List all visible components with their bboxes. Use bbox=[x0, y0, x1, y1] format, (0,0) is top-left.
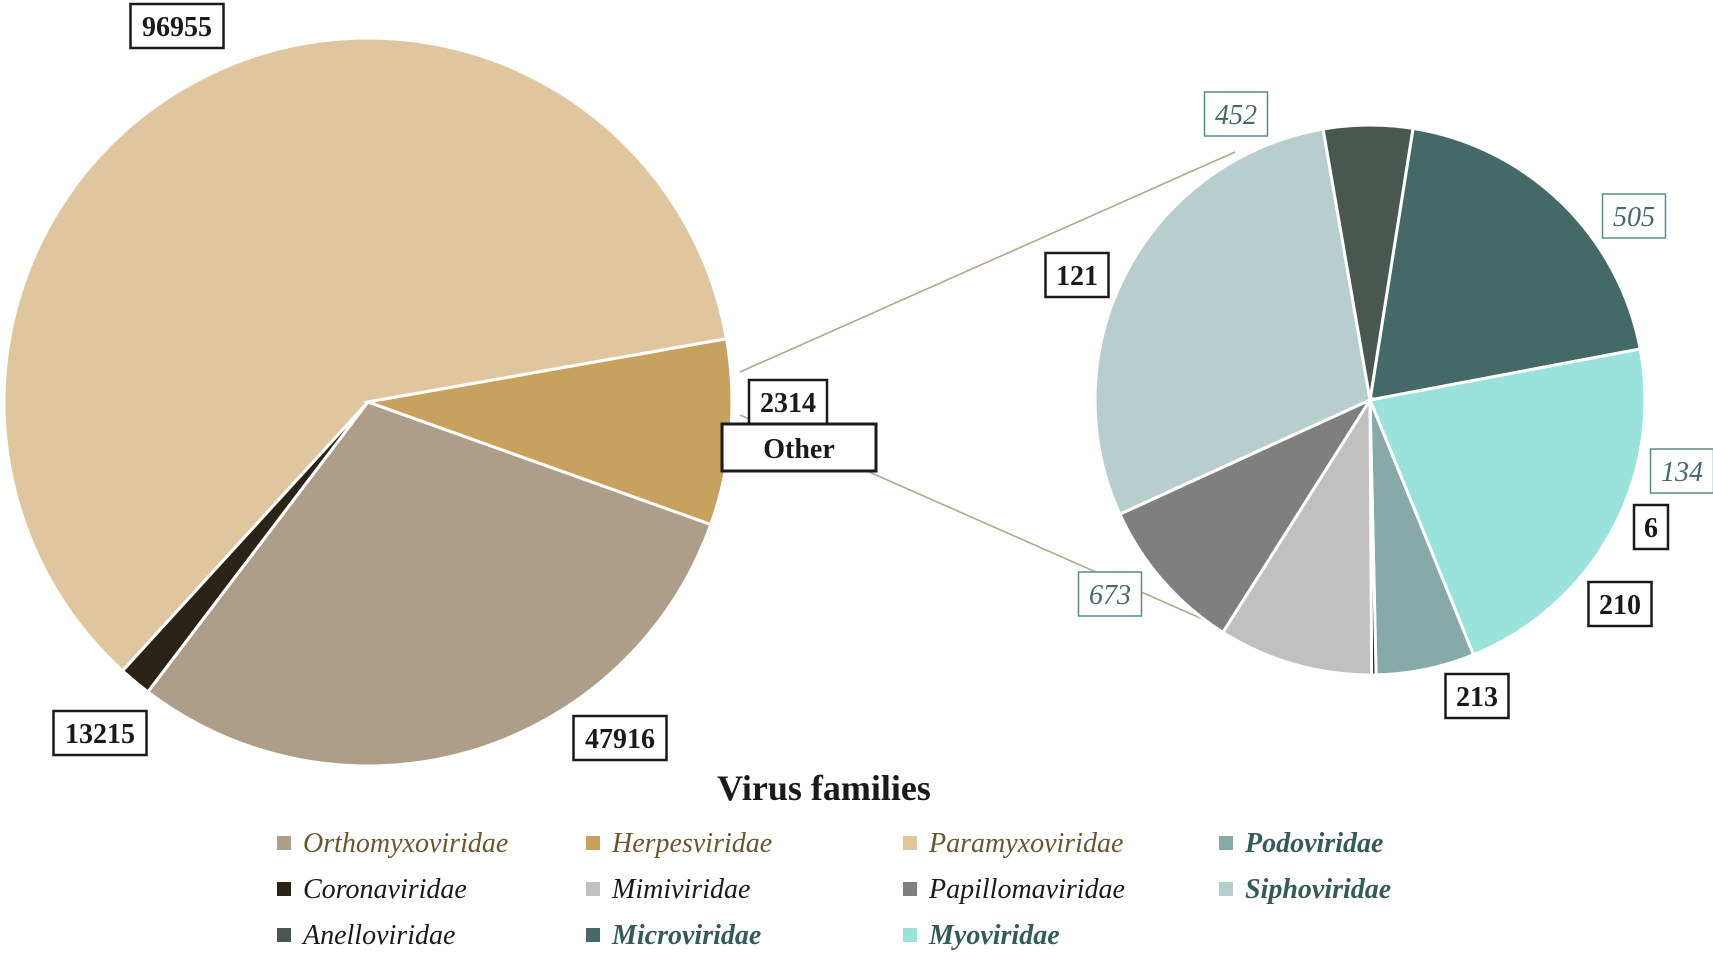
legend-label: Orthomyxoviridae bbox=[303, 828, 508, 859]
other-label-siphoviridae: 673 bbox=[1077, 571, 1143, 617]
legend-label: Papillomaviridae bbox=[928, 874, 1125, 905]
main-pie-slice-orthomyxoviridae bbox=[145, 400, 713, 768]
main-label-coronaviridae: 2314 bbox=[747, 378, 829, 426]
other-label-coronaviridae-text: 6 bbox=[1644, 513, 1658, 544]
other-label-myoviridae-text: 505 bbox=[1613, 202, 1655, 233]
legend-item-papillomaviridae: Papillomaviridae bbox=[903, 874, 1125, 905]
legend-swatch bbox=[586, 928, 600, 942]
legend-item-paramyxoviridae: Paramyxoviridae bbox=[903, 828, 1123, 859]
legend-label: Anelloviridae bbox=[301, 920, 455, 951]
legend-item-herpesviridae: Herpesviridae bbox=[586, 828, 772, 859]
main-label-orthomyxoviridae-text: 47916 bbox=[585, 724, 655, 755]
other-label-coronaviridae-box bbox=[1632, 503, 1670, 551]
other-pie-slice-siphoviridae bbox=[1093, 127, 1372, 517]
legend-swatch bbox=[586, 836, 600, 850]
legend-item-coronaviridae: Coronaviridae bbox=[277, 874, 467, 905]
other-label-coronaviridae: 6 bbox=[1632, 503, 1670, 551]
legend-swatch bbox=[277, 836, 291, 850]
legend-swatch bbox=[903, 928, 917, 942]
legend-label: Herpesviridae bbox=[611, 828, 772, 859]
other-label-microviridae-text: 452 bbox=[1215, 100, 1257, 131]
other-label-mimiviridae: 210 bbox=[1587, 580, 1653, 628]
legend-label: Microviridae bbox=[611, 920, 761, 951]
legend-label: Paramyxoviridae bbox=[928, 828, 1123, 859]
legend-label: Podoviridae bbox=[1244, 828, 1383, 859]
legend-label: Myoviridae bbox=[928, 920, 1060, 951]
other-label-anelloviridae-box bbox=[1044, 251, 1110, 299]
legend-swatch bbox=[1219, 836, 1233, 850]
legend-item-siphoviridae: Siphoviridae bbox=[1219, 874, 1391, 905]
legend-item-podoviridae: Podoviridae bbox=[1219, 828, 1383, 859]
main-label-paramyxoviridae: 96955 bbox=[129, 2, 225, 50]
legend-label: Mimiviridae bbox=[611, 874, 750, 905]
other-label-mimiviridae-box bbox=[1587, 580, 1653, 628]
other-label-microviridae-box bbox=[1203, 91, 1269, 137]
legend-item-mimiviridae: Mimiviridae bbox=[586, 874, 750, 905]
connector-line-top bbox=[739, 151, 1236, 373]
other-pie-slice-papillomaviridae bbox=[1117, 396, 1374, 635]
legend-title: Virus families bbox=[717, 768, 931, 808]
legend-swatch bbox=[277, 882, 291, 896]
legend-item-microviridae: Microviridae bbox=[586, 920, 761, 951]
main-label-orthomyxoviridae: 47916 bbox=[572, 714, 668, 762]
other-label-anelloviridae-text: 121 bbox=[1056, 261, 1098, 292]
other-label-papillomaviridae-box bbox=[1444, 672, 1510, 720]
main-label-coronaviridae-box bbox=[747, 378, 829, 426]
other-label-papillomaviridae-text: 213 bbox=[1456, 682, 1498, 713]
other-label-podoviridae: 134 bbox=[1649, 448, 1713, 494]
other-pie-slice-anelloviridae bbox=[1321, 123, 1415, 401]
other-pie-slice-myoviridae bbox=[1367, 347, 1647, 657]
main-label-paramyxoviridae-box bbox=[129, 2, 225, 50]
other-label: Other bbox=[720, 422, 878, 473]
other-label-podoviridae-box bbox=[1649, 448, 1713, 494]
legend-swatch bbox=[903, 836, 917, 850]
legend-item-orthomyxoviridae: Orthomyxoviridae bbox=[277, 828, 508, 859]
other-pie-slice-mimiviridae bbox=[1220, 394, 1374, 677]
legend-label: Siphoviridae bbox=[1245, 874, 1391, 905]
main-label-herpesviridae: 13215 bbox=[52, 709, 148, 757]
legend: Orthomyxoviridae Herpesviridae Paramyxovir… bbox=[277, 828, 1391, 951]
main-label-coronaviridae-text: 2314 bbox=[760, 388, 816, 419]
legend-item-anelloviridae: Anelloviridae bbox=[277, 920, 455, 951]
other-label-text: Other bbox=[763, 434, 835, 465]
legend-swatch bbox=[586, 882, 600, 896]
main-pie-labels: 96955 2314 47916 13215 bbox=[52, 2, 829, 762]
other-label-myoviridae: 505 bbox=[1601, 193, 1667, 239]
other-label-siphoviridae-text: 673 bbox=[1089, 580, 1131, 611]
main-label-herpesviridae-text: 13215 bbox=[65, 719, 135, 750]
other-label-myoviridae-box bbox=[1601, 193, 1667, 239]
other-label-microviridae: 452 bbox=[1203, 91, 1269, 137]
other-label-anelloviridae: 121 bbox=[1044, 251, 1110, 299]
other-label-podoviridae-text: 134 bbox=[1661, 457, 1703, 488]
other-label-mimiviridae-text: 210 bbox=[1599, 590, 1641, 621]
other-label-siphoviridae-box bbox=[1077, 571, 1143, 617]
legend-item-myoviridae: Myoviridae bbox=[903, 920, 1060, 951]
legend-swatch bbox=[277, 928, 291, 942]
legend-swatch bbox=[1219, 882, 1233, 896]
other-breakdown-pie bbox=[1093, 123, 1647, 677]
other-pie-slice-microviridae bbox=[1368, 126, 1642, 402]
legend-swatch bbox=[903, 882, 917, 896]
other-label-papillomaviridae: 213 bbox=[1444, 672, 1510, 720]
main-label-orthomyxoviridae-box bbox=[572, 714, 668, 762]
main-pie bbox=[2, 36, 734, 768]
main-label-paramyxoviridae-text: 96955 bbox=[142, 12, 212, 43]
main-pie-slice-paramyxoviridae bbox=[2, 36, 729, 673]
legend-label: Coronaviridae bbox=[303, 874, 467, 905]
main-label-herpesviridae-box bbox=[52, 709, 148, 757]
